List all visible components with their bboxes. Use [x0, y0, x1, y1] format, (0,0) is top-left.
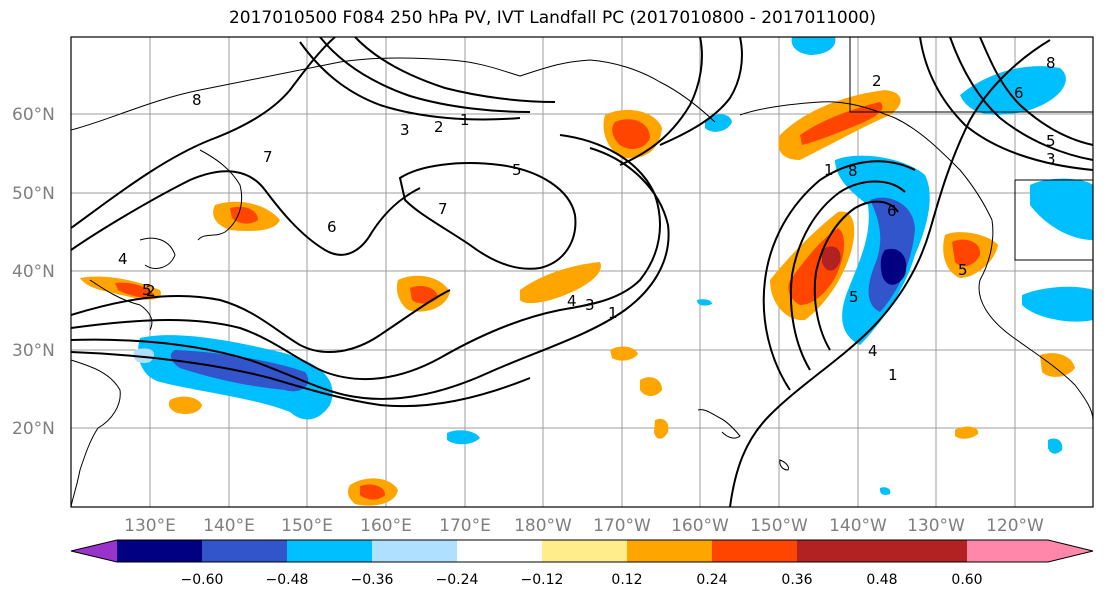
- contour-label: 2: [146, 282, 156, 300]
- colorbar-segment: [117, 540, 202, 562]
- contour-label: 6: [1014, 84, 1024, 102]
- colorbar-label: 0.12: [611, 572, 642, 588]
- contour-label: 8: [848, 162, 858, 180]
- contour-label: 2: [872, 72, 882, 90]
- lon-tick-label: 120°W: [986, 516, 1044, 536]
- lon-tick-label: 170°W: [593, 516, 651, 536]
- contour-label: 1: [888, 366, 898, 384]
- contour-label: 4: [868, 342, 878, 360]
- contour-label: 4: [567, 292, 577, 310]
- contour-label: 6: [327, 218, 337, 236]
- colorbar-outline: [70, 539, 1094, 563]
- contour-label: 5: [849, 288, 859, 306]
- contour-label: 5: [512, 161, 522, 179]
- colorbar-segment: [287, 540, 372, 562]
- contour-label: 5: [1046, 132, 1056, 150]
- map-frame: [70, 36, 1094, 508]
- contour-label: 4: [118, 250, 128, 268]
- contour-label: 7: [438, 200, 448, 218]
- colorbar-label: −0.60: [181, 572, 224, 588]
- colorbar-label: 0.36: [781, 572, 812, 588]
- colorbar-label: 0.60: [951, 572, 982, 588]
- contour-label: 1: [460, 111, 470, 129]
- lat-tick-label: 50°N: [12, 184, 55, 204]
- coastlines: [70, 37, 1094, 508]
- colorbar-label: −0.36: [351, 572, 394, 588]
- lat-tick-label: 20°N: [12, 419, 55, 439]
- contour-label: 3: [400, 121, 410, 139]
- lon-tick-labels: 130°E 140°E 150°E 160°E 170°E 180°W 170°…: [124, 516, 1044, 536]
- contour-label: 1: [608, 304, 618, 322]
- lon-tick-label: 130°E: [124, 516, 176, 536]
- lon-tick-label: 160°W: [671, 516, 729, 536]
- colorbar-segment: [627, 540, 712, 562]
- contour-label: 8: [192, 91, 202, 109]
- lat-tick-label: 30°N: [12, 341, 55, 361]
- contour-label: 5: [958, 261, 968, 279]
- lon-tick-label: 160°E: [360, 516, 412, 536]
- colorbar-label: −0.24: [436, 572, 479, 588]
- map-title: 2017010500 F084 250 hPa PV, IVT Landfall…: [228, 8, 876, 28]
- colorbar-segment: [712, 540, 797, 562]
- colorbar: −0.60 −0.48 −0.36 −0.24 −0.12 0.12 0.24 …: [70, 539, 1094, 588]
- lon-tick-label: 150°E: [281, 516, 333, 536]
- lon-tick-label: 140°W: [829, 516, 887, 536]
- colorbar-segment: [797, 540, 882, 562]
- lat-tick-labels: 60°N 50°N 40°N 30°N 20°N: [12, 105, 55, 439]
- lat-tick-label: 60°N: [12, 105, 55, 125]
- contour-labels: 8 7 6 5 4 3 2 1 7 5 4 3 1 5 1 2 8 6 5 3 …: [118, 54, 1056, 384]
- lon-tick-label: 150°W: [750, 516, 808, 536]
- contour-label: 7: [263, 148, 273, 166]
- contour-label: 3: [585, 296, 595, 314]
- pv-contours: [70, 36, 1094, 508]
- colorbar-label: −0.12: [521, 572, 564, 588]
- colorbar-label: −0.48: [266, 572, 309, 588]
- colorbar-segment: [542, 540, 627, 562]
- lon-tick-label: 180°W: [514, 516, 572, 536]
- gridlines: [71, 37, 1093, 507]
- lon-tick-label: 170°E: [439, 516, 491, 536]
- lat-tick-label: 40°N: [12, 262, 55, 282]
- colorbar-segment: [372, 540, 457, 562]
- colorbar-label: 0.48: [866, 572, 897, 588]
- colorbar-segment: [457, 540, 542, 562]
- contour-label: 1: [824, 161, 834, 179]
- contour-label: 6: [887, 202, 897, 220]
- colorbar-segment: [882, 540, 967, 562]
- lon-tick-label: 130°W: [907, 516, 965, 536]
- contour-label: 2: [434, 118, 444, 136]
- contour-label: 5: [142, 281, 152, 299]
- contour-label: 8: [1046, 54, 1056, 72]
- colorbar-segment: [202, 540, 287, 562]
- lon-tick-label: 140°E: [203, 516, 255, 536]
- contour-label: 3: [1046, 150, 1056, 168]
- colorbar-label: 0.24: [696, 572, 727, 588]
- colorbar-min-extension: [71, 540, 117, 562]
